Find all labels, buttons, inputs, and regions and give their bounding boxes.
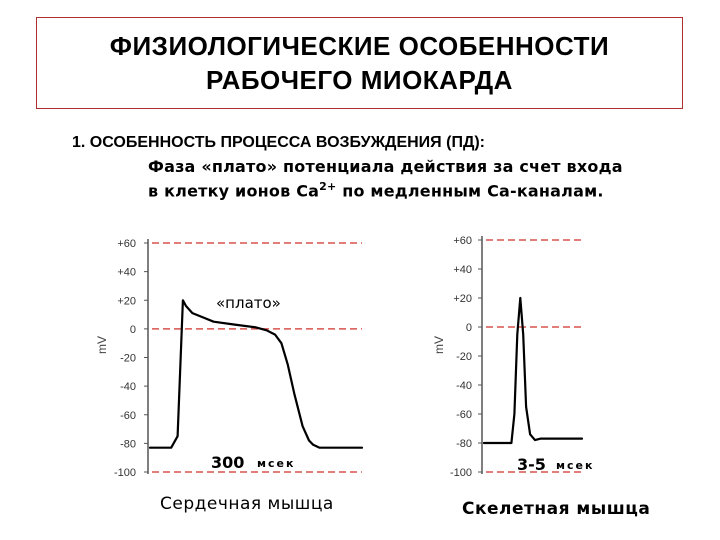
cardiac-y-tick-label: -80 (120, 438, 136, 450)
page-title-line-2: РАБОЧЕГО МИОКАРДА (206, 65, 513, 95)
skeletal-duration-value: 3-5 (517, 455, 546, 474)
skeletal-y-axis-label: mV (432, 336, 446, 354)
page-title-line-1: ФИЗИОЛОГИЧЕСКИЕ ОСОБЕННОСТИ (109, 31, 610, 61)
skeletal-y-tick-label: -100 (450, 467, 472, 479)
description-line-1: Фаза «плато» потенциала действия за счет… (148, 157, 623, 176)
skeletal-duration-unit: мсек (556, 459, 594, 472)
cardiac-duration-unit: мсек (257, 457, 295, 470)
caption-cardiac: Сердечная мышца (160, 494, 334, 514)
cardiac-y-tick-label: -100 (114, 467, 136, 479)
section-heading: 1. ОСОБЕННОСТЬ ПРОЦЕССА ВОЗБУЖДЕНИЯ (ПД)… (72, 134, 486, 151)
skeletal-y-tick-label: +40 (453, 264, 472, 276)
skeletal-y-tick-label: +20 (453, 293, 472, 305)
skeletal-y-tick-label: 0 (466, 322, 472, 334)
title-box: ФИЗИОЛОГИЧЕСКИЕ ОСОБЕННОСТИ РАБОЧЕГО МИО… (36, 17, 683, 109)
skeletal-y-tick-label: -40 (456, 380, 472, 392)
cardiac-y-tick-label: 0 (130, 324, 136, 336)
cardiac-y-tick-label: +20 (117, 295, 136, 307)
cardiac-y-tick-label: -20 (120, 353, 136, 365)
cardiac-y-tick-label: +60 (117, 238, 136, 250)
skeletal-y-tick-label: -80 (456, 438, 472, 450)
cardiac-y-tick-label: -60 (120, 410, 136, 422)
cardiac-y-tick-label: +40 (117, 267, 136, 279)
skeletal-action-potential-line (482, 296, 584, 445)
description-line-2: в клетку ионов Ca2+ по медленным Ca-кана… (148, 180, 604, 200)
skeletal-y-tick-label: +60 (453, 235, 472, 247)
description-line-2-rest: по медленным Ca-каналам. (336, 181, 604, 201)
caption-skeletal: Скелетная мышца (462, 499, 651, 519)
skeletal-y-tick-label: -20 (456, 351, 472, 363)
cardiac-duration-value: 300 (211, 453, 244, 472)
cardiac-action-potential-line (148, 299, 364, 449)
skeletal-y-tick-label: -60 (456, 409, 472, 421)
cardiac-y-tick-label: -40 (120, 381, 136, 393)
ion-charge-superscript: 2+ (319, 180, 337, 193)
cardiac-y-axis-label: mV (95, 336, 109, 354)
cardiac-plateau-label: «плато» (216, 294, 281, 312)
description-line-2-text: в клетку ионов Ca (148, 181, 320, 201)
